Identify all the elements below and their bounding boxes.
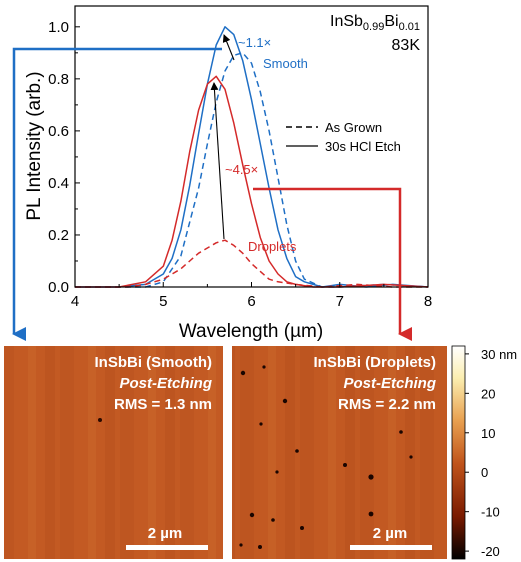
afm-particle <box>98 418 102 422</box>
smooth-ratio-label: ~1.1× <box>238 35 271 50</box>
legend-label-as-grown: As Grown <box>325 120 382 135</box>
droplet-spot <box>262 365 266 369</box>
colorbar-gradient <box>451 345 466 560</box>
afm-title-smooth: InSbBi (Smooth) <box>95 354 212 371</box>
droplet-spot <box>275 470 279 474</box>
colorbar: 30 nm 20 10 0 -10 -20 <box>451 345 517 560</box>
x-tick-label: 4 <box>71 293 79 310</box>
colorbar-tick-label: 10 <box>481 426 495 441</box>
y-tick-label: 0.4 <box>48 175 69 192</box>
afm-subtitle-smooth: Post-Etching <box>120 375 213 392</box>
droplet-spot <box>249 512 255 518</box>
droplet-spot <box>343 463 347 467</box>
y-tick-label: 0.2 <box>48 227 69 244</box>
afm-droplet-spots <box>239 365 413 549</box>
afm-scale-bar-droplets <box>350 545 432 550</box>
legend: As Grown 30s HCl Etch <box>286 120 401 154</box>
afm-scale-bar-smooth <box>126 545 208 550</box>
y-tick-label: 0.8 <box>48 71 69 88</box>
afm-panel-droplets: InSbBi (Droplets) Post-Etching RMS = 2.2… <box>232 346 447 559</box>
droplet-spot <box>258 545 262 549</box>
x-tick-label: 5 <box>159 293 167 310</box>
droplet-ratio-label: ~4.5× <box>225 162 258 177</box>
afm-scale-label-droplets: 2 µm <box>373 525 408 542</box>
colorbar-tick-label: 30 nm <box>481 347 517 362</box>
afm-image-droplets-tint <box>232 346 447 559</box>
legend-label-hcl-etch: 30s HCl Etch <box>325 139 401 154</box>
sample-label-base: InSb <box>330 13 363 30</box>
y-tick-label: 0.6 <box>48 123 69 140</box>
y-tick-label: 1.0 <box>48 19 69 36</box>
x-tick-label: 7 <box>336 293 344 310</box>
afm-scale-label-smooth: 2 µm <box>148 525 183 542</box>
droplet-spot <box>240 370 246 376</box>
droplet-spot <box>282 398 288 404</box>
x-ticks: 4 5 6 7 8 <box>71 282 432 310</box>
temperature-label: 83K <box>392 37 421 54</box>
colorbar-tick-label: -20 <box>481 544 500 559</box>
droplet-spot <box>399 430 403 434</box>
pl-plot: 4 5 6 7 8 0.0 0.2 0.4 0.6 0.8 1.0 Wavelength (µm)… <box>24 5 432 342</box>
droplet-ratio-arrow <box>210 82 225 240</box>
y-ticks: 0.0 0.2 0.4 0.6 0.8 1.0 <box>48 19 80 296</box>
droplet-spot <box>271 518 275 522</box>
droplet-spot <box>259 422 263 426</box>
sample-label: InSb0.99Bi0.01 <box>330 13 420 33</box>
series-line-droplets-solid <box>75 75 429 288</box>
series-line-smooth-dashed <box>75 52 429 288</box>
droplet-spot <box>295 449 299 453</box>
smooth-label: Smooth <box>263 56 308 71</box>
droplet-spot <box>368 511 374 517</box>
x-axis-label: Wavelength (µm) <box>179 321 323 342</box>
y-axis-label: PL Intensity (arb.) <box>24 71 45 220</box>
colorbar-tick-label: -10 <box>481 505 500 520</box>
smooth-ratio-arrow <box>222 34 235 61</box>
droplet-spot <box>300 526 304 530</box>
droplet-spot <box>409 455 413 459</box>
afm-image-smooth-tint <box>4 346 223 559</box>
afm-image-droplets <box>232 346 447 559</box>
y-tick-label: 0.0 <box>48 279 69 296</box>
afm-panel-smooth: InSbBi (Smooth) Post-Etching RMS = 1.3 n… <box>4 346 223 559</box>
droplet-label: Droplets <box>248 239 297 254</box>
afm-rms-droplets: RMS = 2.2 nm <box>338 396 436 413</box>
colorbar-tick-label: 0 <box>481 465 488 480</box>
droplet-spot <box>239 543 243 547</box>
afm-title-droplets: InSbBi (Droplets) <box>314 354 437 371</box>
droplet-spot <box>368 474 374 480</box>
afm-rms-smooth: RMS = 1.3 nm <box>114 396 212 413</box>
x-tick-label: 8 <box>424 293 432 310</box>
series-line-droplets-dashed <box>75 239 428 288</box>
afm-subtitle-droplets: Post-Etching <box>344 375 437 392</box>
colorbar-tick-label: 20 <box>481 386 495 401</box>
sample-label-sub2: 0.01 <box>399 21 420 33</box>
droplet-connector-arrow <box>253 187 412 341</box>
afm-image-smooth <box>4 346 223 559</box>
sample-label-sub1: 0.99 <box>363 21 384 33</box>
colorbar-ticks: 30 nm 20 10 0 -10 -20 <box>465 347 517 559</box>
x-tick-label: 6 <box>247 293 255 310</box>
sample-label-mid: Bi <box>384 13 398 30</box>
smooth-connector-arrow <box>12 47 222 341</box>
